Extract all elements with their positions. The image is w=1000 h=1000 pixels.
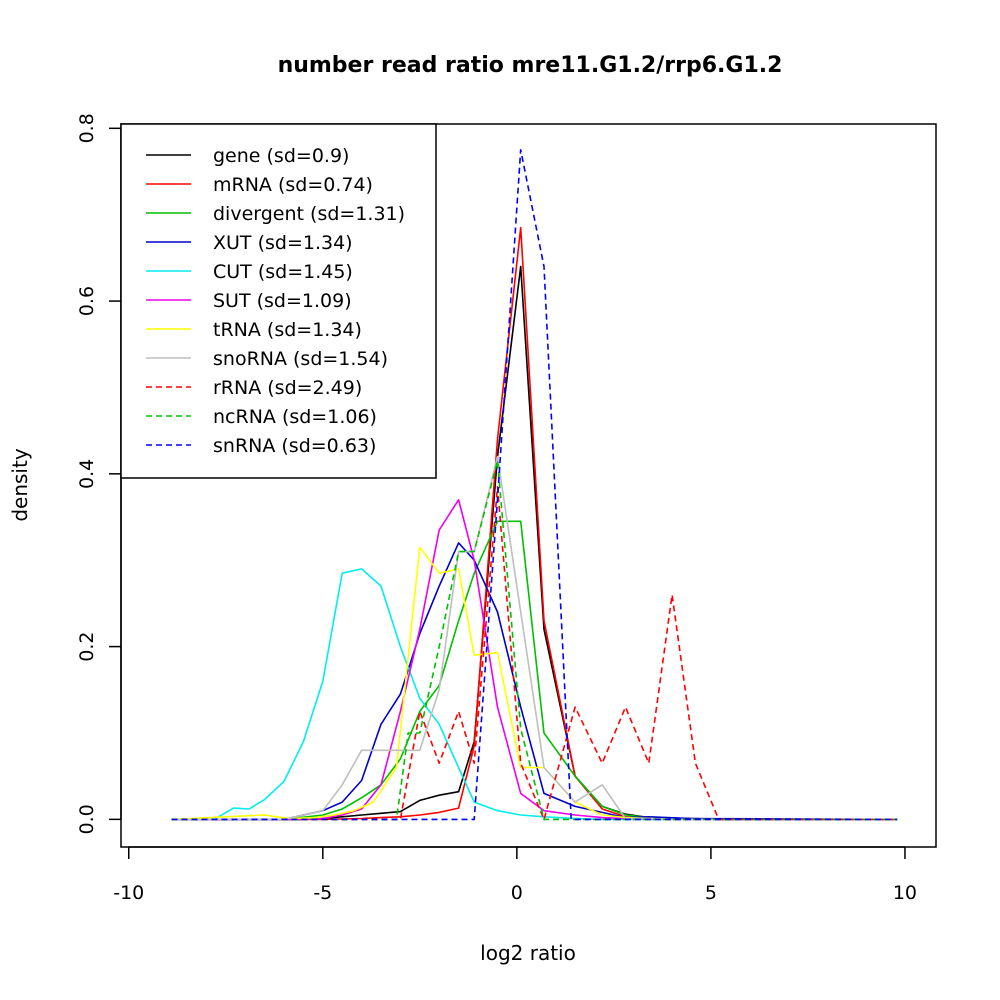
legend-label: snoRNA (sd=1.54) xyxy=(213,348,388,370)
y-tick-label: 0.2 xyxy=(76,631,98,661)
y-axis-label: density xyxy=(8,448,32,521)
legend-box xyxy=(120,123,437,479)
series-line-3 xyxy=(171,520,898,821)
series-line-7 xyxy=(171,546,898,821)
series-line-4 xyxy=(171,542,898,821)
y-tick-label: 0.0 xyxy=(76,804,98,834)
y-axis: 0.0 0.2 0.4 0.6 0.8 xyxy=(76,113,122,834)
series-line-11 xyxy=(171,149,898,821)
series-layer xyxy=(171,149,898,821)
series-line-2 xyxy=(171,226,898,821)
x-tick-label: -10 xyxy=(113,882,144,904)
series-line-9 xyxy=(171,485,898,821)
legend-label: SUT (sd=1.09) xyxy=(213,290,352,312)
legend-label: tRNA (sd=1.34) xyxy=(213,319,362,341)
y-tick-label: 0.8 xyxy=(76,113,98,143)
x-tick-label: -5 xyxy=(313,882,332,904)
chart-title: number read ratio mre11.G1.2/rrp6.G1.2 xyxy=(278,53,783,78)
legend-label: gene (sd=0.9) xyxy=(213,145,349,167)
x-tick-label: 0 xyxy=(511,882,523,904)
legend-label: mRNA (sd=0.74) xyxy=(213,174,373,196)
legend-label: CUT (sd=1.45) xyxy=(213,261,353,283)
y-tick-label: 0.4 xyxy=(76,459,98,489)
x-tick-label: 5 xyxy=(705,882,717,904)
x-axis-label: log2 ratio xyxy=(480,941,576,965)
legend-label: rRNA (sd=2.49) xyxy=(213,377,362,399)
legend-label: XUT (sd=1.34) xyxy=(213,232,353,254)
x-axis: -10 -5 0 5 10 xyxy=(113,846,917,904)
x-tick-label: 10 xyxy=(893,882,917,904)
legend: gene (sd=0.9) mRNA (sd=0.74) divergent (sd… xyxy=(120,123,437,479)
y-tick-label: 0.6 xyxy=(76,286,98,316)
series-line-8 xyxy=(171,455,898,821)
legend-label: snRNA (sd=0.63) xyxy=(213,435,376,457)
series-line-6 xyxy=(171,498,898,821)
legend-label: divergent (sd=1.31) xyxy=(213,203,405,225)
legend-label: ncRNA (sd=1.06) xyxy=(213,406,377,428)
